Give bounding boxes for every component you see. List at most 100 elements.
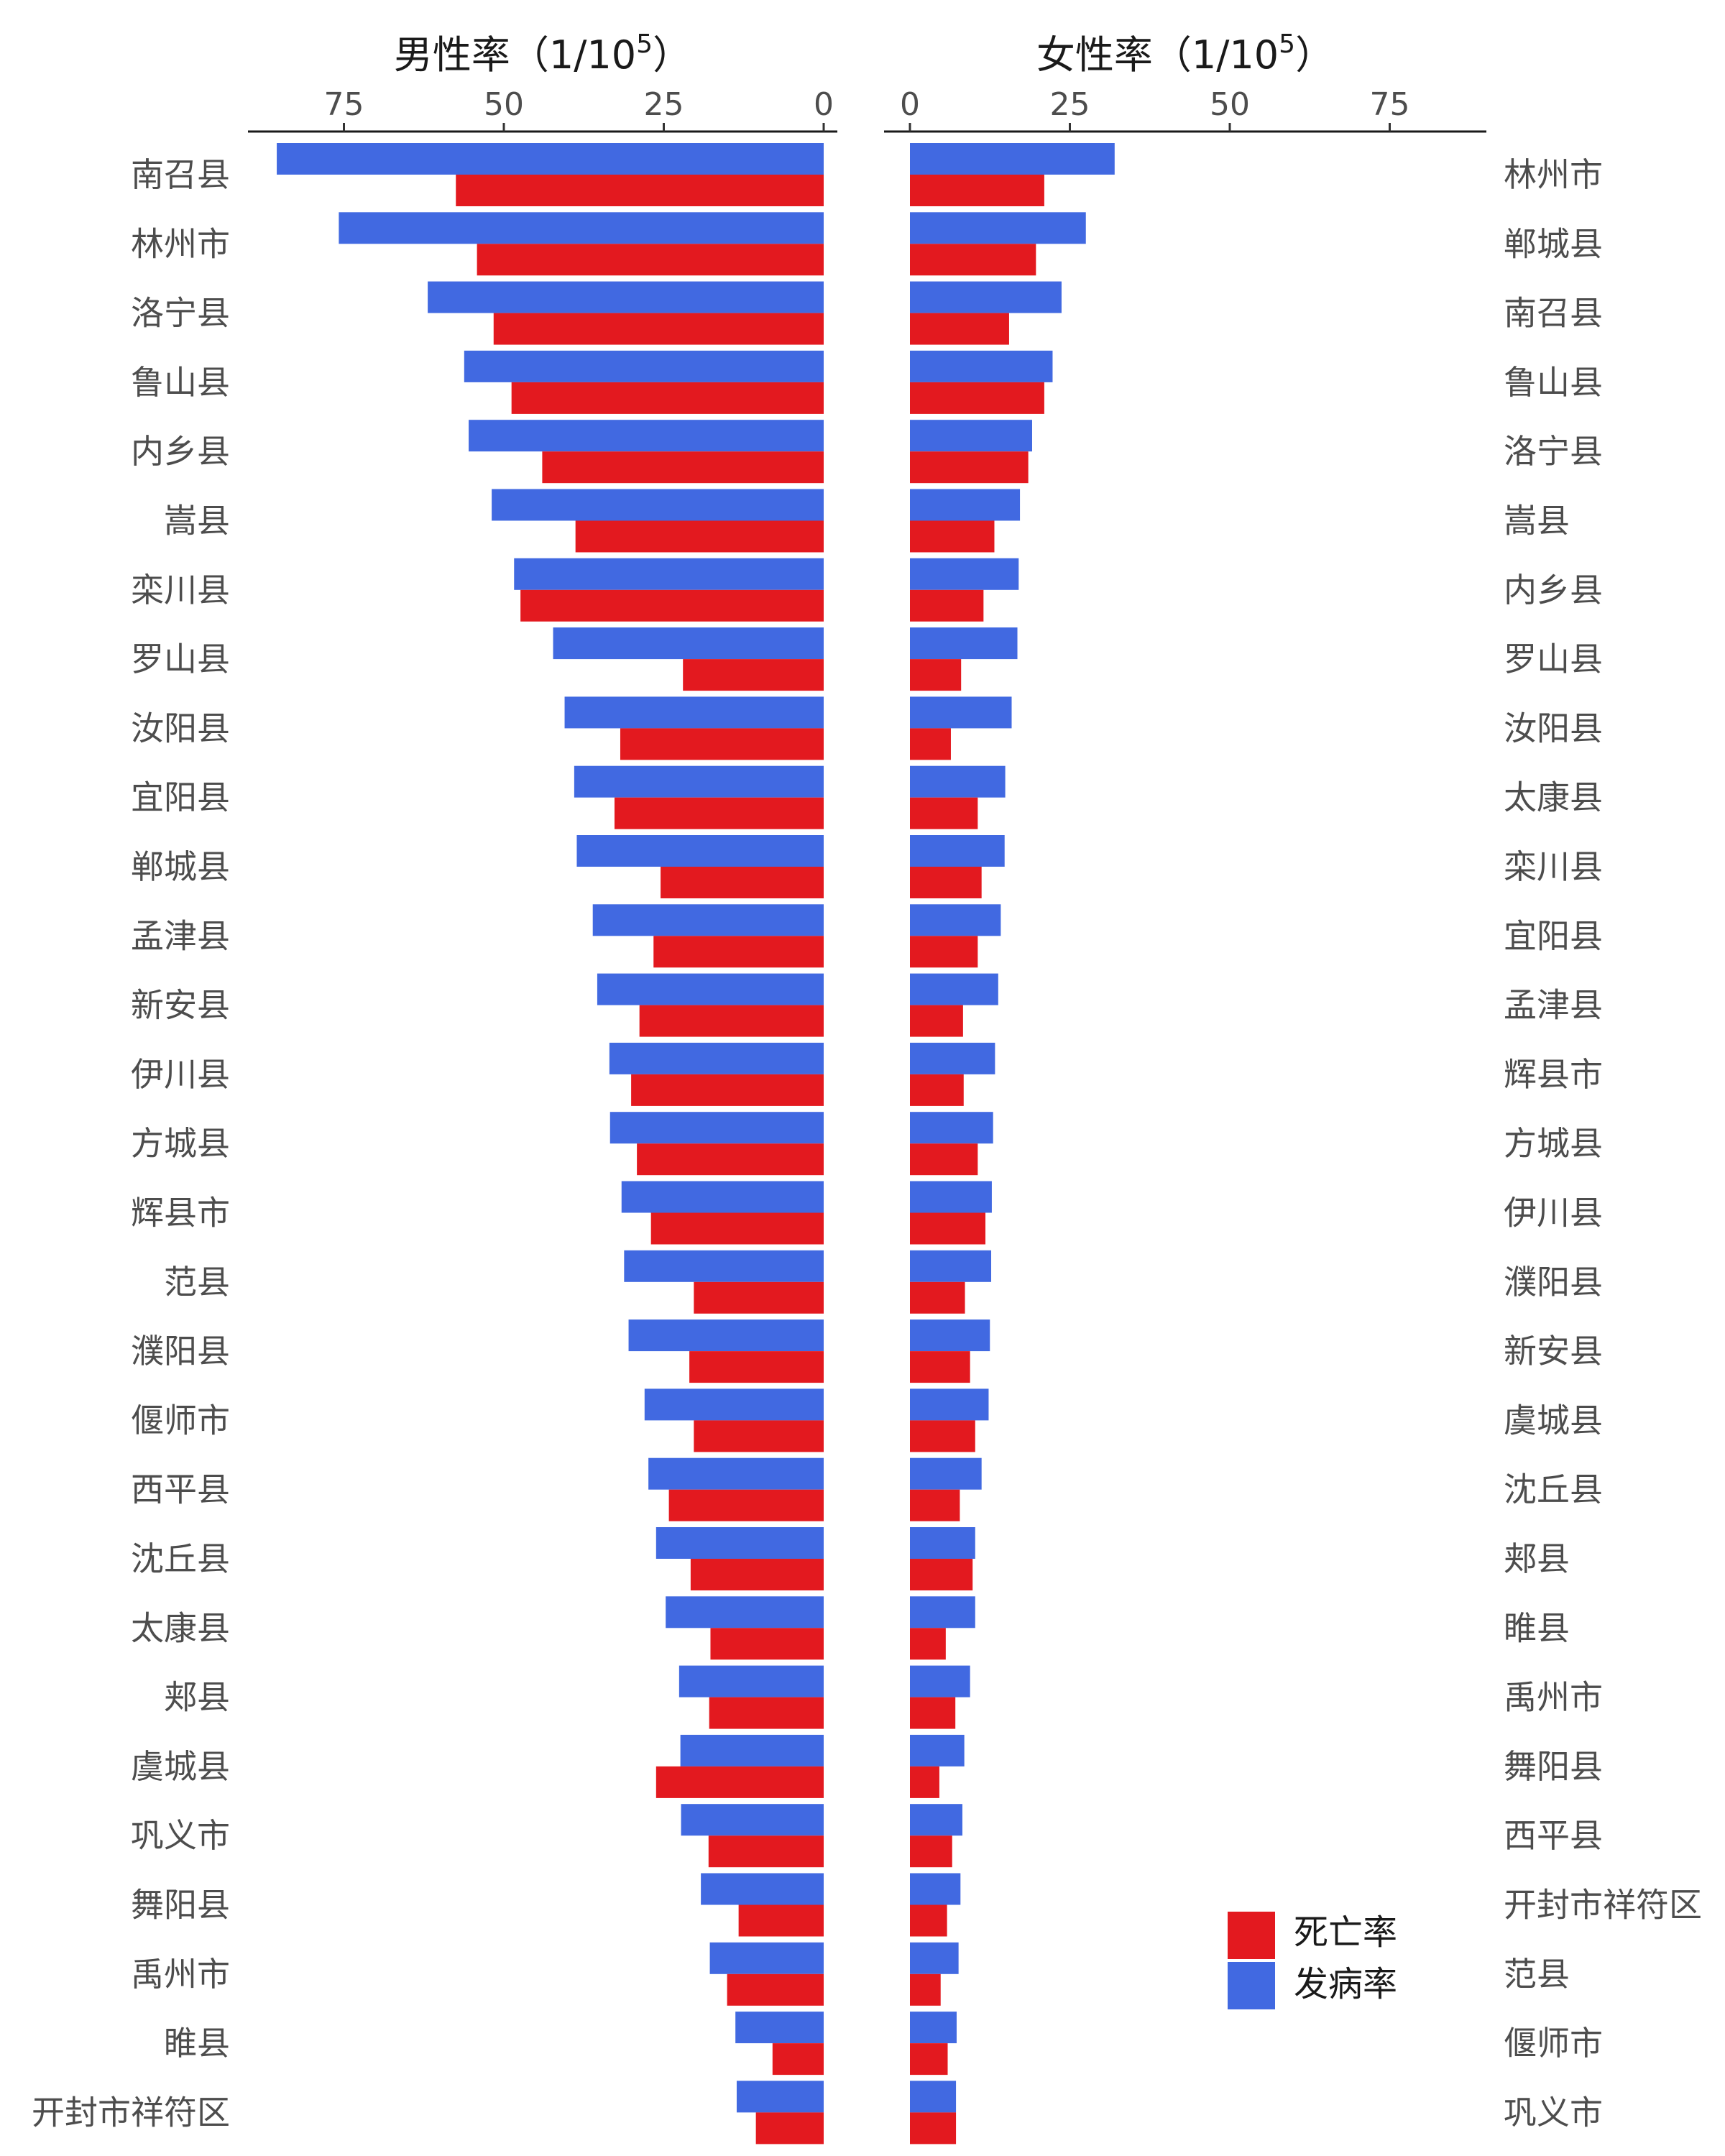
male-category-label: 林州市 xyxy=(131,224,230,263)
male-death-bar xyxy=(456,175,824,206)
female-incidence-bar xyxy=(910,558,1019,590)
female-category-label: 栾川县 xyxy=(1504,847,1603,886)
male-death-bar xyxy=(708,1835,824,1868)
female-death-bar xyxy=(910,2043,948,2076)
female-category-label: 郸城县 xyxy=(1504,224,1603,263)
female-death-bar xyxy=(910,1835,952,1868)
male-category-label: 虞城县 xyxy=(131,1747,230,1786)
female-incidence-bar xyxy=(910,765,1006,798)
male-death-bar xyxy=(637,1143,824,1176)
male-category-label: 伊川县 xyxy=(131,1055,230,1094)
male-death-bar xyxy=(709,1697,824,1729)
male-incidence-bar xyxy=(610,1112,824,1144)
male-death-bar xyxy=(653,936,824,968)
female-category-label: 巩义市 xyxy=(1504,2093,1603,2132)
female-death-bar xyxy=(910,382,1044,414)
female-panel: 女性率（1/105） 0 25 50 75 林州市郸城县南召县鲁山县洛宁县嵩县内乡县罗山县… xyxy=(884,29,1702,2145)
male-category-label: 鲁山县 xyxy=(131,363,230,402)
male-incidence-bar xyxy=(277,143,824,175)
female-death-bar xyxy=(910,1351,970,1383)
female-death-bar xyxy=(910,451,1029,484)
male-category-label: 辉县市 xyxy=(131,1194,230,1233)
male-death-bar xyxy=(614,797,824,829)
male-incidence-bar xyxy=(735,2012,824,2044)
male-category-label: 郸城县 xyxy=(131,847,230,886)
female-death-bar xyxy=(910,589,984,622)
female-death-bar xyxy=(910,1559,973,1590)
male-incidence-bar xyxy=(576,835,824,867)
female-death-bar xyxy=(910,1766,939,1798)
male-category-label: 睢县 xyxy=(164,2024,230,2063)
female-incidence-bar xyxy=(910,1596,975,1628)
male-incidence-bar xyxy=(514,558,824,590)
female-tick-label: 0 xyxy=(900,86,920,123)
male-death-bar xyxy=(738,1904,824,1937)
female-panel-title: 女性率（1/105） xyxy=(1036,29,1334,78)
male-category-label: 宜阳县 xyxy=(131,778,230,817)
female-category-label: 南召县 xyxy=(1504,294,1603,333)
female-death-bar xyxy=(910,867,982,898)
male-tick-label: 0 xyxy=(814,86,834,123)
male-incidence-bar xyxy=(680,1734,824,1766)
male-category-label: 内乡县 xyxy=(131,432,230,471)
female-incidence-bar xyxy=(910,1873,961,1905)
female-incidence-bar xyxy=(910,627,1018,660)
female-category-label: 偃师市 xyxy=(1504,2024,1603,2063)
legend-label-death: 死亡率 xyxy=(1294,1912,1397,1953)
male-panel: 男性率（1/105） 75 50 25 0 南召县林州市洛宁县鲁山县内乡县嵩县栾川县罗山县… xyxy=(32,29,837,2145)
female-category-label: 孟津县 xyxy=(1504,986,1603,1025)
male-category-label: 孟津县 xyxy=(131,916,230,955)
female-category-label: 范县 xyxy=(1504,1955,1570,1994)
male-incidence-bar xyxy=(736,2081,824,2113)
male-death-bar xyxy=(650,1212,824,1245)
female-category-label: 沈丘县 xyxy=(1504,1470,1603,1509)
male-incidence-bar xyxy=(656,1527,824,1559)
female-death-bar xyxy=(910,1212,986,1245)
male-incidence-bar xyxy=(678,1665,824,1697)
male-category-label: 舞阳县 xyxy=(131,1886,230,1925)
female-incidence-bar xyxy=(910,1181,992,1213)
female-death-bar xyxy=(910,659,962,691)
female-incidence-bar xyxy=(910,281,1062,313)
male-category-label: 南召县 xyxy=(131,155,230,194)
female-incidence-bar xyxy=(910,1942,959,1974)
male-death-bar xyxy=(542,451,824,484)
male-tick-label: 75 xyxy=(324,86,364,123)
male-death-bar xyxy=(575,520,824,553)
female-incidence-bar xyxy=(910,835,1005,867)
male-death-bar xyxy=(620,728,824,760)
male-death-bar xyxy=(477,244,824,276)
male-category-label: 汝阳县 xyxy=(131,709,230,747)
male-incidence-bar xyxy=(624,1250,824,1282)
female-death-bar xyxy=(910,2112,957,2145)
male-death-bar xyxy=(511,382,824,414)
male-death-bar xyxy=(639,1005,824,1037)
male-category-label: 西平县 xyxy=(131,1470,230,1509)
legend-swatch-incidence xyxy=(1228,1962,1275,2009)
male-incidence-bar xyxy=(553,627,824,660)
male-category-label: 范县 xyxy=(164,1263,230,1302)
male-incidence-bar xyxy=(709,1942,824,1974)
female-category-label: 辉县市 xyxy=(1504,1055,1603,1094)
female-death-bar xyxy=(910,728,951,760)
female-category-label: 伊川县 xyxy=(1504,1194,1603,1233)
female-category-label: 虞城县 xyxy=(1504,1401,1603,1439)
male-incidence-bar xyxy=(464,350,824,382)
female-tick-label: 25 xyxy=(1050,86,1090,123)
female-category-label: 西平县 xyxy=(1504,1816,1603,1855)
male-category-label: 沈丘县 xyxy=(131,1539,230,1578)
male-category-label: 开封市祥符区 xyxy=(32,2093,230,2132)
female-death-bar xyxy=(910,244,1036,276)
male-category-label: 濮阳县 xyxy=(131,1332,230,1370)
female-death-bar xyxy=(910,1005,963,1037)
male-category-label: 罗山县 xyxy=(131,640,230,678)
female-incidence-bar xyxy=(910,1042,995,1074)
female-incidence-bar xyxy=(910,1388,989,1421)
male-incidence-bar xyxy=(609,1042,824,1074)
male-incidence-bar xyxy=(628,1319,824,1352)
female-incidence-bar xyxy=(910,1527,975,1559)
female-death-bar xyxy=(910,936,978,968)
female-category-label: 禹州市 xyxy=(1504,1678,1603,1717)
male-category-label: 嵩县 xyxy=(164,502,230,540)
male-death-bar xyxy=(689,1351,824,1383)
